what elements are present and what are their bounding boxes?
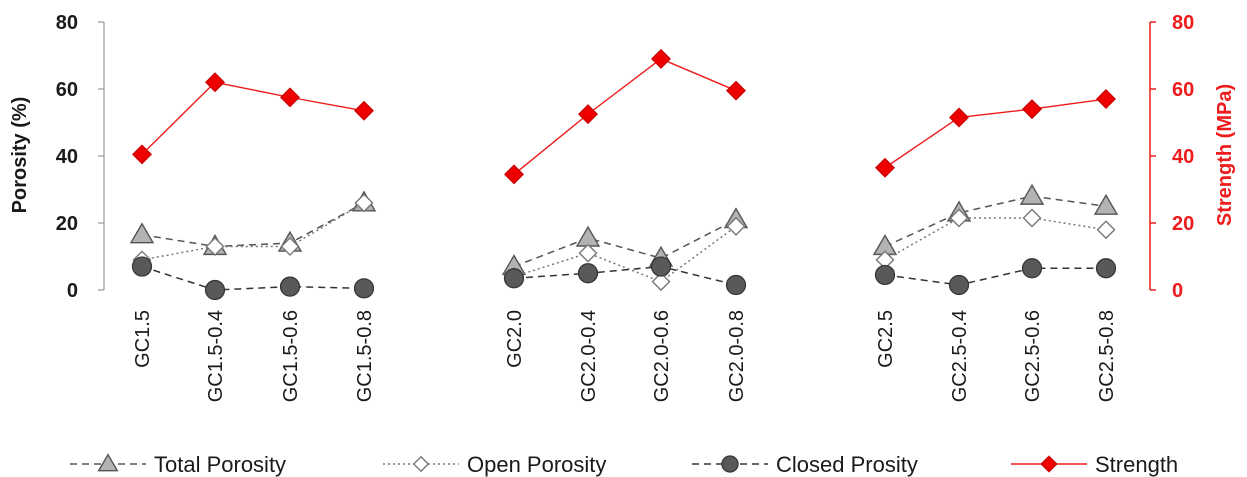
y-tick-label-left: 80 xyxy=(56,12,78,34)
category-label: GC2.0-0.8 xyxy=(726,310,748,402)
open-porosity-point xyxy=(354,193,374,213)
strength-point xyxy=(949,107,969,128)
legend-label: Closed Prosity xyxy=(776,452,918,477)
strength-point xyxy=(132,144,152,165)
category-label: GC2.5-0.8 xyxy=(1096,310,1118,402)
total-porosity-line xyxy=(884,195,1107,248)
strength-line xyxy=(884,98,1107,169)
series-strength xyxy=(132,48,1116,185)
open-porosity-point xyxy=(1022,208,1042,228)
category-label: GC2.5 xyxy=(875,310,897,368)
y-tick-label-right: 40 xyxy=(1172,146,1194,168)
legend-swatch-marker xyxy=(412,455,430,473)
closed-prosity-point xyxy=(1021,258,1043,279)
open-porosity-line xyxy=(884,217,1107,261)
legend-label: Total Porosity xyxy=(154,452,286,477)
legend-item-open-porosity: Open Porosity xyxy=(383,452,606,477)
closed-prosity-point xyxy=(353,278,375,299)
total-porosity-point xyxy=(575,225,601,247)
y-tick-label-right: 20 xyxy=(1172,213,1194,235)
category-label: GC2.0-0.4 xyxy=(578,310,600,402)
strength-point xyxy=(726,80,746,101)
closed-prosity-point xyxy=(725,274,747,296)
y-tick-label-right: 0 xyxy=(1172,280,1183,302)
category-label: GC1.5-0.4 xyxy=(205,310,227,402)
legend-item-total-porosity: Total Porosity xyxy=(70,452,286,477)
open-porosity-line xyxy=(141,202,365,261)
strength-line xyxy=(141,81,365,155)
category-label: GC2.5-0.6 xyxy=(1022,310,1044,402)
legend-swatch-marker xyxy=(721,455,739,473)
category-label: GC2.5-0.4 xyxy=(949,310,971,402)
strength-point xyxy=(205,72,225,93)
strength-point xyxy=(578,104,598,125)
y-tick-label-left: 20 xyxy=(56,213,78,235)
y-axis-title-left: Porosity (%) xyxy=(9,97,31,214)
y-tick-label-left: 0 xyxy=(67,280,78,302)
strength-point xyxy=(354,100,374,121)
open-porosity-line xyxy=(513,225,737,283)
open-porosity-point xyxy=(651,272,671,292)
legend-label: Strength xyxy=(1095,452,1178,477)
open-porosity-point xyxy=(280,236,300,256)
series-closed-prosity xyxy=(131,256,1117,301)
series-layer xyxy=(129,48,1119,301)
strength-line xyxy=(513,58,737,175)
category-label: GC2.0-0.6 xyxy=(651,310,673,402)
total-porosity-point xyxy=(1093,193,1119,215)
y-tick-label-right: 80 xyxy=(1172,12,1194,34)
closed-prosity-point xyxy=(650,256,672,277)
total-porosity-line xyxy=(141,202,365,248)
category-labels: GC1.5 GC1.5-0.4 GC1.5-0.6 GC1.5-0.8 GC2.0 GC2… xyxy=(132,310,1118,402)
closed-prosity-point xyxy=(279,276,301,297)
series-open-porosity xyxy=(132,193,1116,292)
open-porosity-point xyxy=(726,216,746,236)
open-porosity-point xyxy=(1096,220,1116,240)
category-label: GC1.5-0.8 xyxy=(354,310,376,402)
strength-point xyxy=(651,48,671,69)
y-axis-title-right: Strength (MPa) xyxy=(1214,84,1236,226)
open-porosity-point xyxy=(205,236,225,256)
closed-prosity-point xyxy=(503,268,525,289)
closed-prosity-point xyxy=(204,279,226,301)
y-tick-label-left: 60 xyxy=(56,79,78,101)
category-label: GC1.5-0.6 xyxy=(280,310,302,402)
strength-point xyxy=(1022,99,1042,120)
strength-point xyxy=(875,157,895,178)
open-porosity-point xyxy=(949,208,969,228)
strength-point xyxy=(280,87,300,108)
category-label: GC2.0 xyxy=(504,310,526,368)
open-porosity-point xyxy=(578,243,598,263)
series-total-porosity xyxy=(129,183,1119,276)
closed-prosity-point xyxy=(874,264,896,286)
closed-prosity-line xyxy=(141,265,365,291)
legend-item-strength: Strength xyxy=(1011,452,1178,477)
axes: 0 20 40 60 80 0 20 40 60 80 xyxy=(56,12,1195,302)
total-porosity-point xyxy=(129,222,155,244)
closed-prosity-point xyxy=(577,263,599,284)
closed-prosity-point xyxy=(948,274,970,296)
strength-point xyxy=(504,164,524,185)
y-tick-label-right: 60 xyxy=(1172,79,1194,101)
total-porosity-line xyxy=(513,218,737,268)
closed-prosity-point xyxy=(1095,258,1117,279)
category-label: GC1.5 xyxy=(132,310,154,368)
closed-prosity-line xyxy=(513,265,737,286)
closed-prosity-point xyxy=(131,256,153,277)
y-tick-label-left: 40 xyxy=(56,146,78,168)
legend-item-closed-prosity: Closed Prosity xyxy=(692,452,918,477)
closed-prosity-line xyxy=(884,267,1106,286)
legend-swatch-marker xyxy=(97,453,119,472)
legend-label: Open Porosity xyxy=(467,452,606,477)
legend: Total Porosity Open Porosity Closed Prosit… xyxy=(70,452,1178,477)
total-porosity-point xyxy=(1019,183,1045,205)
strength-point xyxy=(1096,89,1116,110)
legend-swatch-marker xyxy=(1040,455,1058,473)
